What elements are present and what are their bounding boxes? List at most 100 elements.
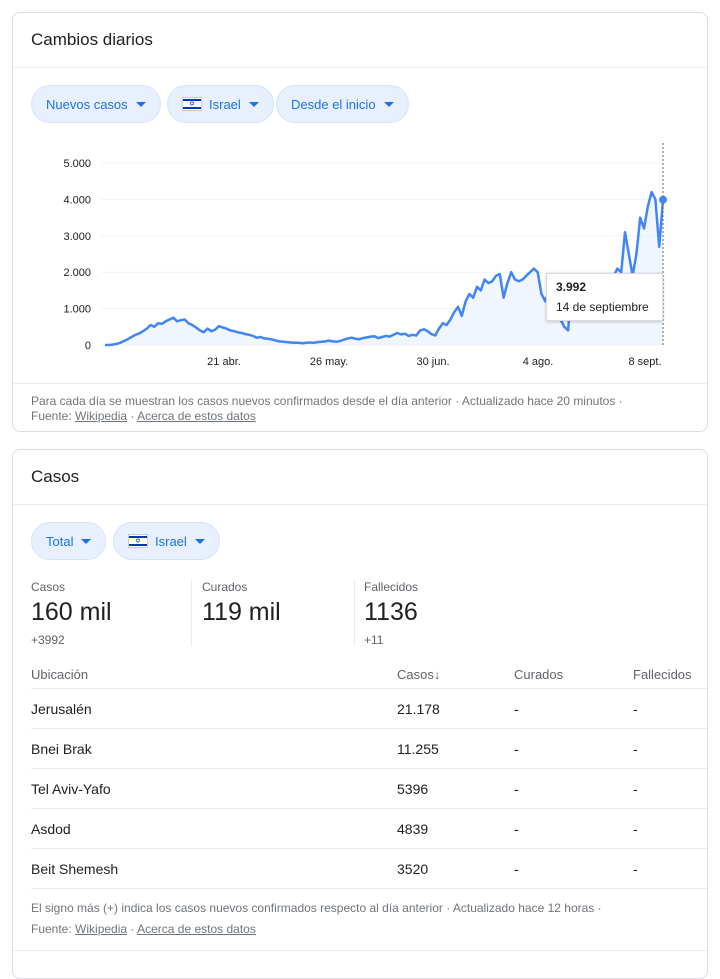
region-dropdown[interactable]: ✡ Israel (167, 85, 274, 123)
divider (13, 383, 707, 384)
wikipedia-link[interactable]: Wikipedia (75, 922, 128, 936)
x-tick-label: 4 ago. (523, 356, 554, 368)
cases-footer-note: El signo más (+) indica los casos nuevos… (31, 901, 602, 915)
y-tick-label: 5.000 (63, 158, 91, 170)
stat-separator (191, 580, 192, 646)
daily-footer-source: Fuente: Wikipedia · Acerca de estos dato… (31, 408, 256, 424)
cell-cases: 4839 (397, 808, 514, 849)
source-label: Fuente: (31, 922, 72, 936)
about-data-link[interactable]: Acerca de estos datos (137, 922, 256, 936)
stat-delta: +11 (364, 633, 384, 647)
cell-location: Jerusalén (31, 688, 397, 729)
highlight-point (659, 195, 667, 204)
table-row[interactable]: Beit Shemesh 3520 - - (31, 848, 709, 889)
col-recovered[interactable]: Curados (514, 660, 633, 689)
cell-cases: 5396 (397, 768, 514, 809)
chevron-down-icon (81, 538, 92, 544)
tooltip-value: 3.992 (556, 280, 587, 294)
cases-region-dropdown[interactable]: ✡ Israel (113, 522, 220, 560)
y-tick-label: 0 (85, 340, 91, 352)
cell-recovered: - (514, 768, 633, 809)
col-deaths[interactable]: Fallecidos (633, 660, 709, 689)
wikipedia-link[interactable]: Wikipedia (75, 409, 128, 423)
cell-deaths: - (633, 848, 709, 889)
chevron-down-icon (194, 538, 205, 544)
divider (13, 950, 707, 951)
cases-region-label: Israel (155, 533, 187, 549)
cell-location: Asdod (31, 808, 397, 849)
cell-recovered: - (514, 728, 633, 769)
chart-tooltip: 3.992 14 de septiembre (546, 273, 663, 321)
israel-flag-icon: ✡ (182, 97, 202, 111)
stat-delta: +3992 (31, 633, 65, 647)
cell-recovered: - (514, 808, 633, 849)
daily-footer-note: Para cada día se muestran los casos nuev… (31, 394, 623, 408)
cell-location: Beit Shemesh (31, 848, 397, 889)
locations-table: Ubicación Casos↓ Curados Fallecidos Jeru… (31, 660, 709, 889)
y-tick-label: 1.000 (63, 304, 91, 316)
cell-recovered: - (514, 848, 633, 889)
region-dropdown-label: Israel (209, 96, 241, 112)
stat-value: 119 mil (202, 598, 281, 626)
sort-arrow-icon: ↓ (433, 666, 441, 682)
stat-label: Curados (202, 580, 248, 594)
table-row[interactable]: Asdod 4839 - - (31, 808, 709, 849)
cell-deaths: - (633, 728, 709, 769)
stat-label: Casos (31, 580, 66, 594)
tooltip-date: 14 de septiembre (556, 300, 649, 314)
cell-location: Tel Aviv-Yafo (31, 768, 397, 809)
period-dropdown-label: Desde el inicio (291, 96, 376, 112)
stat-value: 1136 (364, 598, 418, 626)
col-cases-label: Casos (397, 666, 434, 682)
table-row[interactable]: Jerusalén 21.178 - - (31, 688, 709, 729)
cell-deaths: - (633, 808, 709, 849)
cases-metric-dropdown[interactable]: Total (31, 522, 107, 560)
cases-footer-source: Fuente: Wikipedia · Acerca de estos dato… (31, 921, 256, 937)
col-location[interactable]: Ubicación (31, 660, 397, 689)
divider (13, 504, 707, 505)
table-header-row: Ubicación Casos↓ Curados Fallecidos (31, 660, 709, 689)
divider (13, 67, 707, 68)
cell-cases: 11.255 (397, 728, 514, 769)
cell-deaths: - (633, 768, 709, 809)
stat-value: 160 mil (31, 598, 112, 626)
y-tick-label: 3.000 (63, 231, 91, 243)
cell-cases: 3520 (397, 848, 514, 889)
table-row[interactable]: Tel Aviv-Yafo 5396 - - (31, 768, 709, 809)
y-tick-label: 4.000 (63, 194, 91, 206)
israel-flag-icon: ✡ (128, 534, 148, 548)
stat-deaths: Fallecidos 1136 +11 (364, 580, 418, 647)
x-tick-label: 26 may. (310, 356, 348, 368)
cell-location: Bnei Brak (31, 728, 397, 769)
daily-changes-card: Cambios diarios Nuevos casos ✡ Israel De… (12, 12, 708, 432)
daily-card-title: Cambios diarios (31, 30, 153, 49)
cases-metric-label: Total (46, 533, 74, 549)
stat-recovered: Curados 119 mil (202, 580, 281, 633)
stat-cases: Casos 160 mil +3992 (31, 580, 112, 647)
stat-separator (354, 580, 355, 646)
table-row[interactable]: Bnei Brak 11.255 - - (31, 728, 709, 769)
stat-label: Fallecidos (364, 580, 419, 594)
separator-dot: · (130, 409, 138, 423)
x-tick-label: 21 abr. (207, 356, 241, 368)
chevron-down-icon (383, 101, 394, 107)
x-tick-label: 30 jun. (416, 356, 449, 368)
y-tick-label: 2.000 (63, 267, 91, 279)
cell-deaths: - (633, 688, 709, 729)
chevron-down-icon (248, 101, 259, 107)
separator-dot: · (130, 922, 138, 936)
cases-card-title: Casos (31, 467, 80, 486)
metric-dropdown-label: Nuevos casos (46, 96, 128, 112)
daily-cases-chart[interactable]: 5.000 4.000 3.000 2.000 1.000 0 21 abr. 26 may.… (13, 143, 709, 383)
source-label: Fuente: (31, 409, 72, 423)
period-dropdown[interactable]: Desde el inicio (276, 85, 409, 123)
x-tick-label: 8 sept. (628, 356, 661, 368)
metric-dropdown[interactable]: Nuevos casos (31, 85, 161, 123)
series-area (105, 192, 663, 345)
chevron-down-icon (135, 101, 146, 107)
cell-recovered: - (514, 688, 633, 729)
col-cases[interactable]: Casos↓ (397, 660, 514, 689)
about-data-link[interactable]: Acerca de estos datos (137, 409, 256, 423)
cell-cases: 21.178 (397, 688, 514, 729)
cases-card: Casos Total ✡ Israel Casos 160 mil +3992… (12, 449, 709, 979)
